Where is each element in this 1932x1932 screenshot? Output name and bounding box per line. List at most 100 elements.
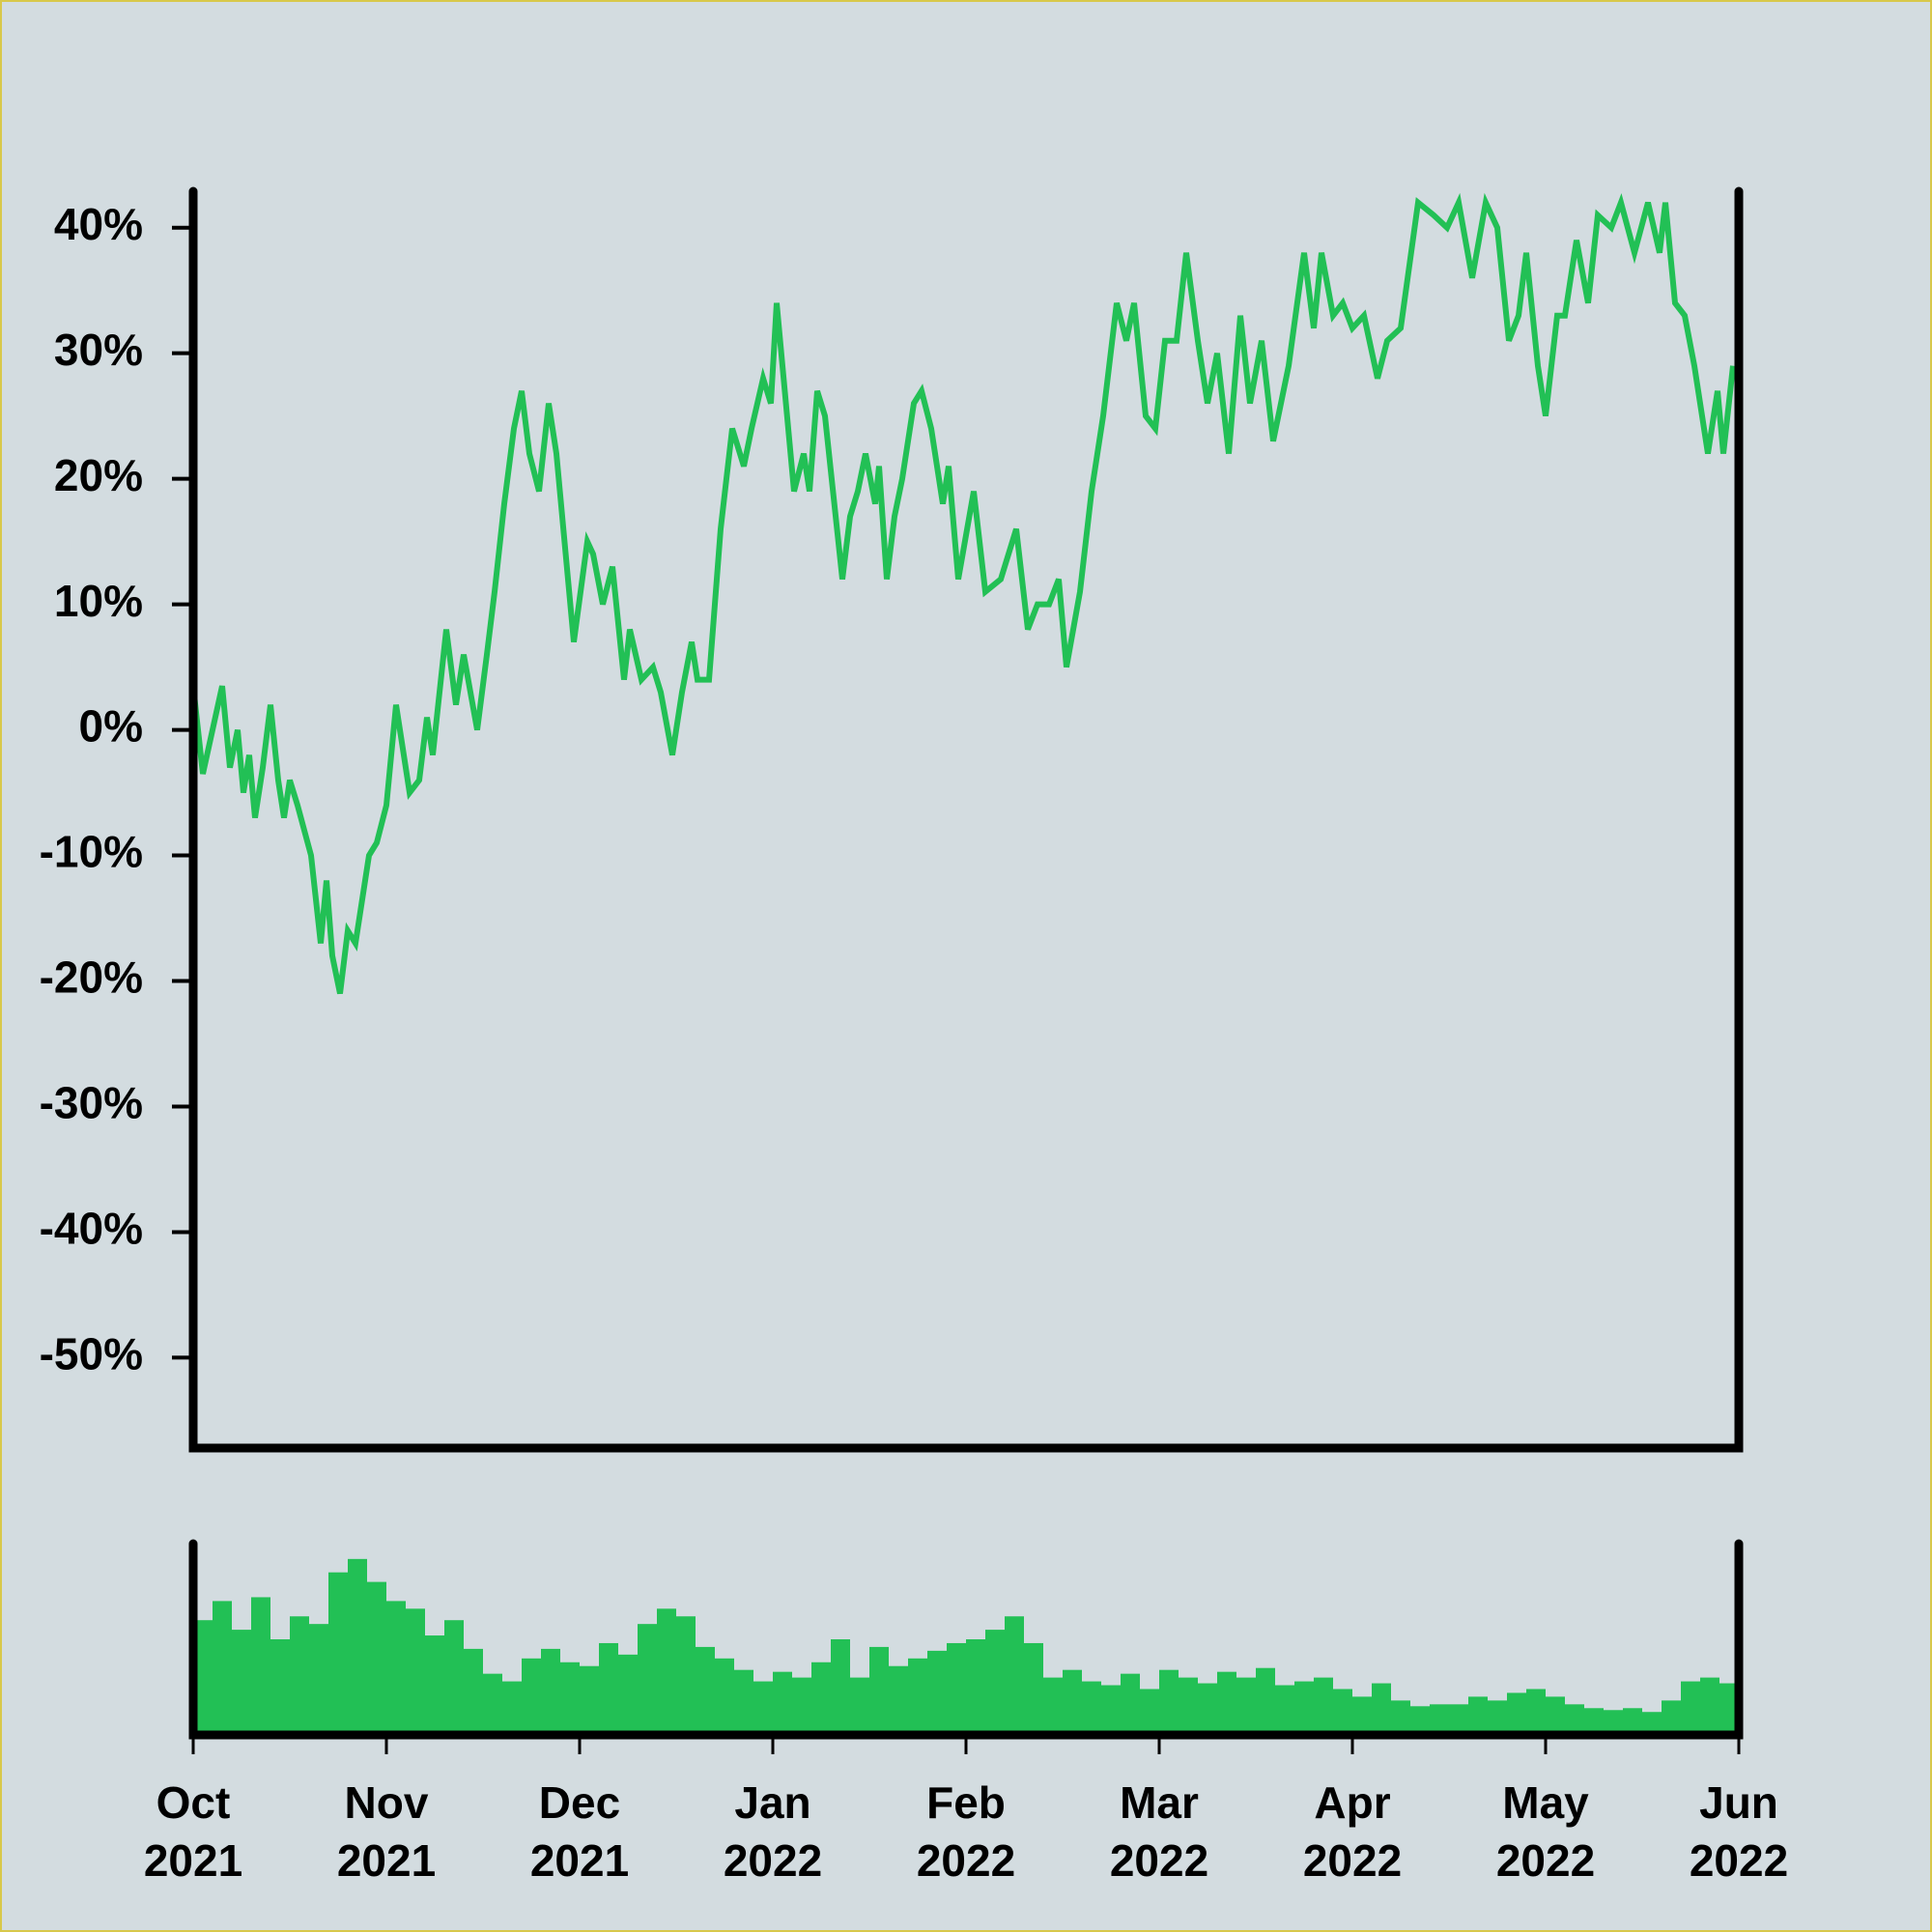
y-tick-label: -50% xyxy=(40,1329,143,1379)
x-tick-label: Oct 2021 xyxy=(143,1777,243,1886)
volume-bar xyxy=(560,1662,580,1735)
volume-bar xyxy=(696,1646,715,1735)
volume-bar xyxy=(232,1630,251,1735)
volume-bar xyxy=(522,1658,541,1735)
x-tick-label: Jan 2022 xyxy=(723,1777,823,1886)
volume-bar xyxy=(1642,1712,1662,1735)
volume-bar xyxy=(1256,1667,1275,1735)
volume-bar xyxy=(1294,1681,1314,1735)
volume-bar xyxy=(599,1642,618,1735)
volume-bar xyxy=(1159,1669,1179,1735)
volume-bar xyxy=(1391,1700,1410,1735)
volume-bar xyxy=(406,1608,425,1735)
volume-bar xyxy=(1352,1696,1372,1735)
y-tick-label: 20% xyxy=(54,450,143,500)
volume-bar xyxy=(889,1665,908,1735)
x-tick-label: May 2022 xyxy=(1495,1777,1596,1886)
volume-bar xyxy=(869,1646,889,1735)
volume-bar xyxy=(386,1601,406,1735)
y-tick-label: 30% xyxy=(54,325,143,375)
volume-bar xyxy=(1005,1616,1024,1735)
volume-bar xyxy=(580,1665,599,1735)
y-tick-label: 10% xyxy=(54,576,143,626)
volume-bar xyxy=(773,1671,792,1735)
volume-bar xyxy=(464,1648,483,1735)
volume-bar xyxy=(1140,1689,1159,1735)
volume-bar xyxy=(1410,1706,1430,1735)
volume-bar xyxy=(676,1616,696,1735)
volume-bar xyxy=(1468,1696,1488,1735)
volume-bar xyxy=(1430,1704,1449,1735)
y-tick-label: -20% xyxy=(40,952,143,1003)
volume-bar xyxy=(502,1681,522,1735)
volume-bar xyxy=(1333,1689,1352,1735)
volume-bar xyxy=(1179,1677,1198,1735)
volume-bar xyxy=(618,1654,638,1735)
volume-bar xyxy=(270,1639,290,1735)
x-tick-label: Dec 2021 xyxy=(529,1777,630,1886)
volume-bar xyxy=(1526,1689,1546,1735)
volume-bar xyxy=(753,1681,773,1735)
price-line xyxy=(193,192,1736,995)
volume-bar xyxy=(1565,1704,1584,1735)
axis-frame xyxy=(188,186,1744,1453)
volume-bar xyxy=(290,1616,309,1735)
volume-bar xyxy=(425,1635,444,1735)
x-tick-label: Apr 2022 xyxy=(1302,1777,1403,1886)
volume-bar xyxy=(657,1608,676,1735)
volume-bar xyxy=(367,1581,386,1735)
volume-bar xyxy=(1217,1671,1236,1735)
volume-bar xyxy=(1662,1700,1681,1735)
volume-bar xyxy=(734,1669,753,1735)
volume-bar xyxy=(1507,1692,1526,1735)
volume-bar xyxy=(1043,1677,1063,1735)
volume-bar xyxy=(947,1642,966,1735)
volume-bar xyxy=(792,1677,811,1735)
volume-bar xyxy=(309,1624,328,1735)
volume-bar xyxy=(1121,1673,1140,1735)
volume-bar xyxy=(638,1624,657,1735)
axis-frame xyxy=(188,1539,1744,1740)
y-tick-label: 40% xyxy=(54,199,143,249)
volume-bar xyxy=(1546,1696,1565,1735)
volume-bar xyxy=(193,1620,213,1735)
volume-bar xyxy=(213,1601,232,1735)
x-tick-label: Jun 2022 xyxy=(1689,1777,1789,1886)
volume-bar xyxy=(444,1620,464,1735)
volume-bar xyxy=(1063,1669,1082,1735)
volume-bar xyxy=(985,1630,1005,1735)
volume-bar xyxy=(348,1558,367,1735)
volume-bar xyxy=(1314,1677,1333,1735)
y-tick-label: -40% xyxy=(40,1204,143,1254)
y-tick-label: 0% xyxy=(79,701,143,752)
volume-bar xyxy=(1024,1642,1043,1735)
volume-bar xyxy=(966,1639,985,1735)
volume-bar xyxy=(1372,1683,1391,1735)
volume-bar xyxy=(908,1658,927,1735)
y-tick-label: -30% xyxy=(40,1078,143,1128)
y-tick-label: -10% xyxy=(40,827,143,877)
volume-bar xyxy=(1101,1685,1121,1735)
volume-bar xyxy=(1449,1704,1468,1735)
volume-bar xyxy=(1604,1710,1623,1735)
volume-bar xyxy=(1082,1681,1101,1735)
volume-bar xyxy=(811,1662,831,1735)
volume-bar xyxy=(1700,1677,1719,1735)
volume-bar xyxy=(1198,1683,1217,1735)
volume-bar xyxy=(1623,1708,1642,1735)
volume-bar xyxy=(1719,1683,1739,1735)
volume-bar xyxy=(850,1677,869,1735)
volume-bar xyxy=(483,1673,502,1735)
x-tick-label: Mar 2022 xyxy=(1109,1777,1209,1886)
volume-bar xyxy=(831,1639,850,1735)
volume-bar xyxy=(1681,1681,1700,1735)
x-tick-label: Nov 2021 xyxy=(336,1777,437,1886)
volume-bar xyxy=(541,1648,560,1735)
volume-bar xyxy=(251,1597,270,1735)
volume-bar xyxy=(1236,1677,1256,1735)
x-tick-label: Feb 2022 xyxy=(916,1777,1016,1886)
volume-bar xyxy=(1488,1700,1507,1735)
